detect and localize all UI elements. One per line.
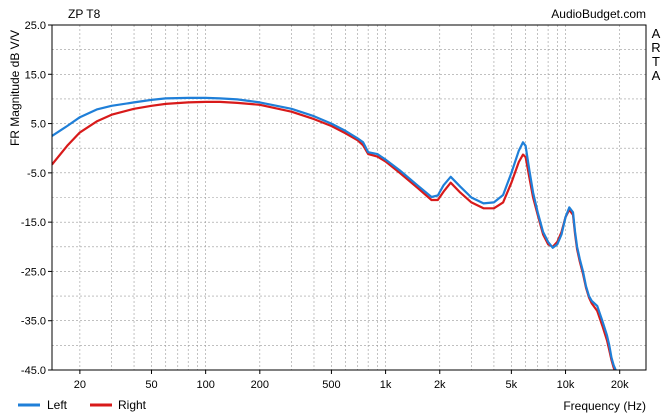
axis-ticks: 25.0 15.0 5.0 -5.0 -15.0 -25.0 -35.0 -45.0 20 50 1…	[21, 20, 629, 391]
x-tick-label: 100	[196, 379, 214, 391]
x-tick-label: 200	[251, 379, 269, 391]
x-tick-label: 50	[145, 379, 157, 391]
x-axis-label: Frequency (Hz)	[563, 399, 646, 413]
legend: Left Right	[18, 398, 147, 412]
x-tick-label: 20k	[611, 379, 629, 391]
series-line-left	[52, 96, 617, 370]
legend-label-right: Right	[118, 398, 147, 412]
side-label-letter: R	[651, 40, 660, 55]
x-tick-label: 5k	[506, 379, 518, 391]
y-tick-label: -5.0	[27, 168, 46, 180]
side-label-letter: A	[652, 26, 661, 41]
y-tick-label: -15.0	[21, 217, 46, 229]
x-tick-label: 1k	[380, 379, 392, 391]
x-tick-label: 2k	[434, 379, 446, 391]
y-tick-label: -35.0	[21, 316, 46, 328]
y-tick-label: 15.0	[25, 69, 46, 81]
legend-label-left: Left	[47, 398, 68, 412]
side-label-letter: A	[652, 68, 661, 83]
x-tick-label: 20	[74, 379, 86, 391]
y-axis-label: FR Magnitude dB V/V	[8, 30, 22, 146]
chart-title: ZP T8	[68, 7, 101, 21]
source-label: AudioBudget.com	[551, 7, 646, 21]
y-tick-label: -45.0	[21, 365, 46, 377]
y-tick-label: -25.0	[21, 266, 46, 278]
x-tick-label: 500	[322, 379, 340, 391]
side-label-arta: A R T A	[651, 26, 660, 83]
y-tick-label: 5.0	[31, 119, 46, 131]
grid	[52, 25, 646, 370]
x-tick-label: 10k	[557, 379, 575, 391]
series-layer	[52, 96, 617, 370]
side-label-letter: T	[652, 54, 660, 69]
plot-frame	[51, 24, 647, 371]
y-tick-label: 25.0	[25, 20, 46, 32]
